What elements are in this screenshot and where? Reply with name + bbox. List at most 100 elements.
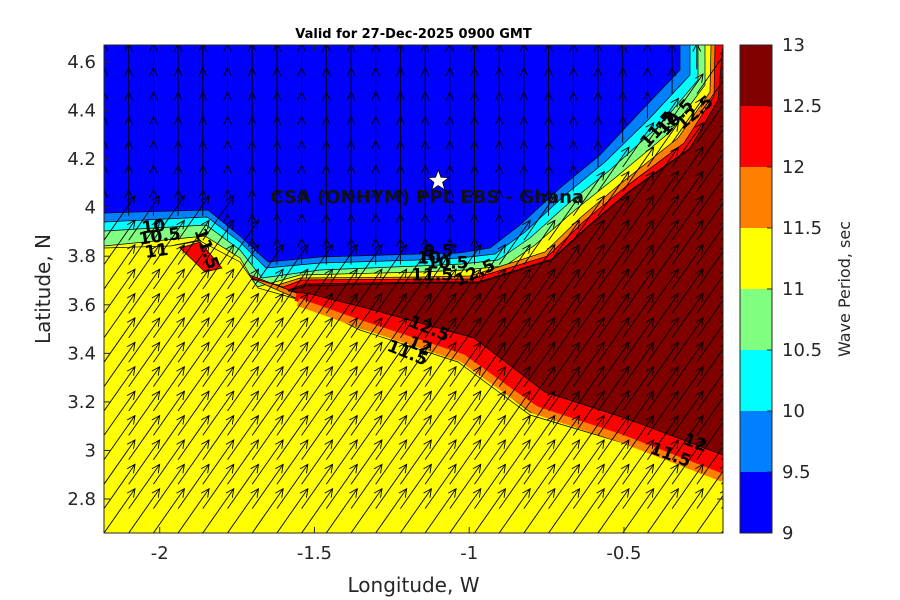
wave-arrow [470, 45, 479, 70]
wave-arrow [647, 243, 679, 290]
wave-arrow [104, 188, 109, 216]
wave-arrow [202, 463, 235, 509]
wave-arrow [643, 19, 651, 45]
wave-arrow [297, 45, 306, 70]
wave-arrow [276, 414, 309, 461]
wave-arrow [597, 243, 630, 290]
wave-arrow [202, 317, 235, 363]
wave-arrow [622, 121, 655, 168]
wave-arrow [153, 341, 185, 387]
wave-arrow [523, 195, 556, 241]
wave-arrow [671, 487, 704, 533]
wave-arrow [498, 292, 531, 339]
wave-arrow [153, 439, 185, 485]
wave-arrow [474, 317, 507, 363]
wave-arrow [248, 19, 256, 45]
wave-arrow [569, 19, 577, 45]
wave-arrow [449, 365, 482, 412]
wave-arrow [498, 365, 531, 412]
y-axis-label: Latitude, N [31, 234, 55, 344]
wave-arrow [350, 292, 383, 339]
wave-arrow [449, 243, 482, 290]
wave-arrow [104, 414, 136, 461]
wave-arrow [350, 243, 383, 290]
wave-arrow [104, 164, 109, 192]
contour-fills [104, 45, 723, 533]
wave-arrow [104, 365, 136, 412]
wave-arrow [350, 268, 383, 314]
wave-arrow [597, 268, 630, 314]
colorbar-tick-label: 11.5 [782, 218, 822, 239]
site-star-icon [426, 168, 450, 191]
wave-arrow [474, 414, 507, 461]
wave-arrow [597, 414, 630, 461]
wave-arrow [668, 19, 676, 45]
wave-arrow [548, 365, 581, 412]
wave-arrow [251, 390, 284, 436]
wave-arrow [548, 390, 581, 436]
wave-arrow [301, 317, 334, 363]
colorbar-swatch [740, 228, 772, 289]
colorbar-label: Wave Period, sec [835, 221, 854, 357]
wave-arrow [474, 439, 507, 485]
wave-arrow [153, 487, 185, 533]
wave-arrow [325, 365, 358, 412]
wave-arrow [177, 463, 210, 509]
y-tick-label: 3.2 [67, 392, 96, 413]
wave-arrow [572, 243, 605, 290]
colorbar-swatch [740, 472, 772, 533]
wave-direction-arrows [104, 19, 726, 533]
wave-arrow [124, 45, 134, 70]
wave-arrow [622, 341, 655, 387]
wave-arrow [153, 390, 185, 436]
wave-arrow [622, 487, 655, 533]
wave-arrow [622, 463, 655, 509]
wave-arrow [128, 487, 161, 533]
wave-arrow [227, 268, 260, 314]
wave-arrow [548, 219, 581, 265]
wave-arrow [202, 341, 235, 387]
wave-arrow [104, 243, 136, 290]
wave-arrow [301, 365, 334, 412]
wave-arrow [671, 365, 704, 412]
wave-arrow [671, 439, 704, 485]
wave-arrow [153, 268, 185, 314]
y-tick-label: 3.4 [67, 343, 96, 364]
colorbar-tick-label: 9 [782, 523, 793, 544]
wave-arrow [177, 195, 210, 241]
wave-arrow [597, 195, 630, 241]
wave-arrow [498, 390, 531, 436]
contour-line-11-5 [296, 298, 723, 482]
wave-arrow [597, 390, 630, 436]
colorbar: 9 9.5 10 10.5 11 11.5 12 12.5 13 [739, 35, 822, 544]
wave-arrow [523, 414, 556, 461]
wave-arrow [647, 121, 679, 168]
wave-arrow [177, 439, 210, 485]
wave-arrow [647, 390, 679, 436]
wave-arrow [424, 439, 457, 485]
y-tick-label: 4 [85, 198, 96, 219]
wave-arrow [400, 317, 432, 363]
wave-arrow [104, 292, 136, 339]
wave-arrow [597, 463, 630, 509]
chart-title: Valid for 27-Dec-2025 0900 GMT [295, 27, 532, 42]
wave-arrow [474, 243, 507, 290]
wave-arrow [301, 463, 334, 509]
wave-arrow [647, 463, 679, 509]
wave-arrow [375, 439, 408, 485]
wave-arrow [276, 243, 309, 290]
wave-arrow [325, 268, 358, 314]
wave-arrow [350, 390, 383, 436]
wave-arrow [224, 19, 232, 45]
wave-arrow [128, 195, 161, 241]
wave-arrow [449, 463, 482, 509]
wave-arrow [276, 341, 309, 387]
wave-arrow [548, 439, 581, 485]
wave-arrow [619, 19, 627, 45]
wave-arrow [251, 463, 284, 509]
wave-arrow [449, 292, 482, 339]
wave-arrow [622, 170, 655, 217]
wave-arrow [519, 45, 529, 70]
wave-arrow [523, 390, 556, 436]
wave-arrow [718, 19, 726, 45]
